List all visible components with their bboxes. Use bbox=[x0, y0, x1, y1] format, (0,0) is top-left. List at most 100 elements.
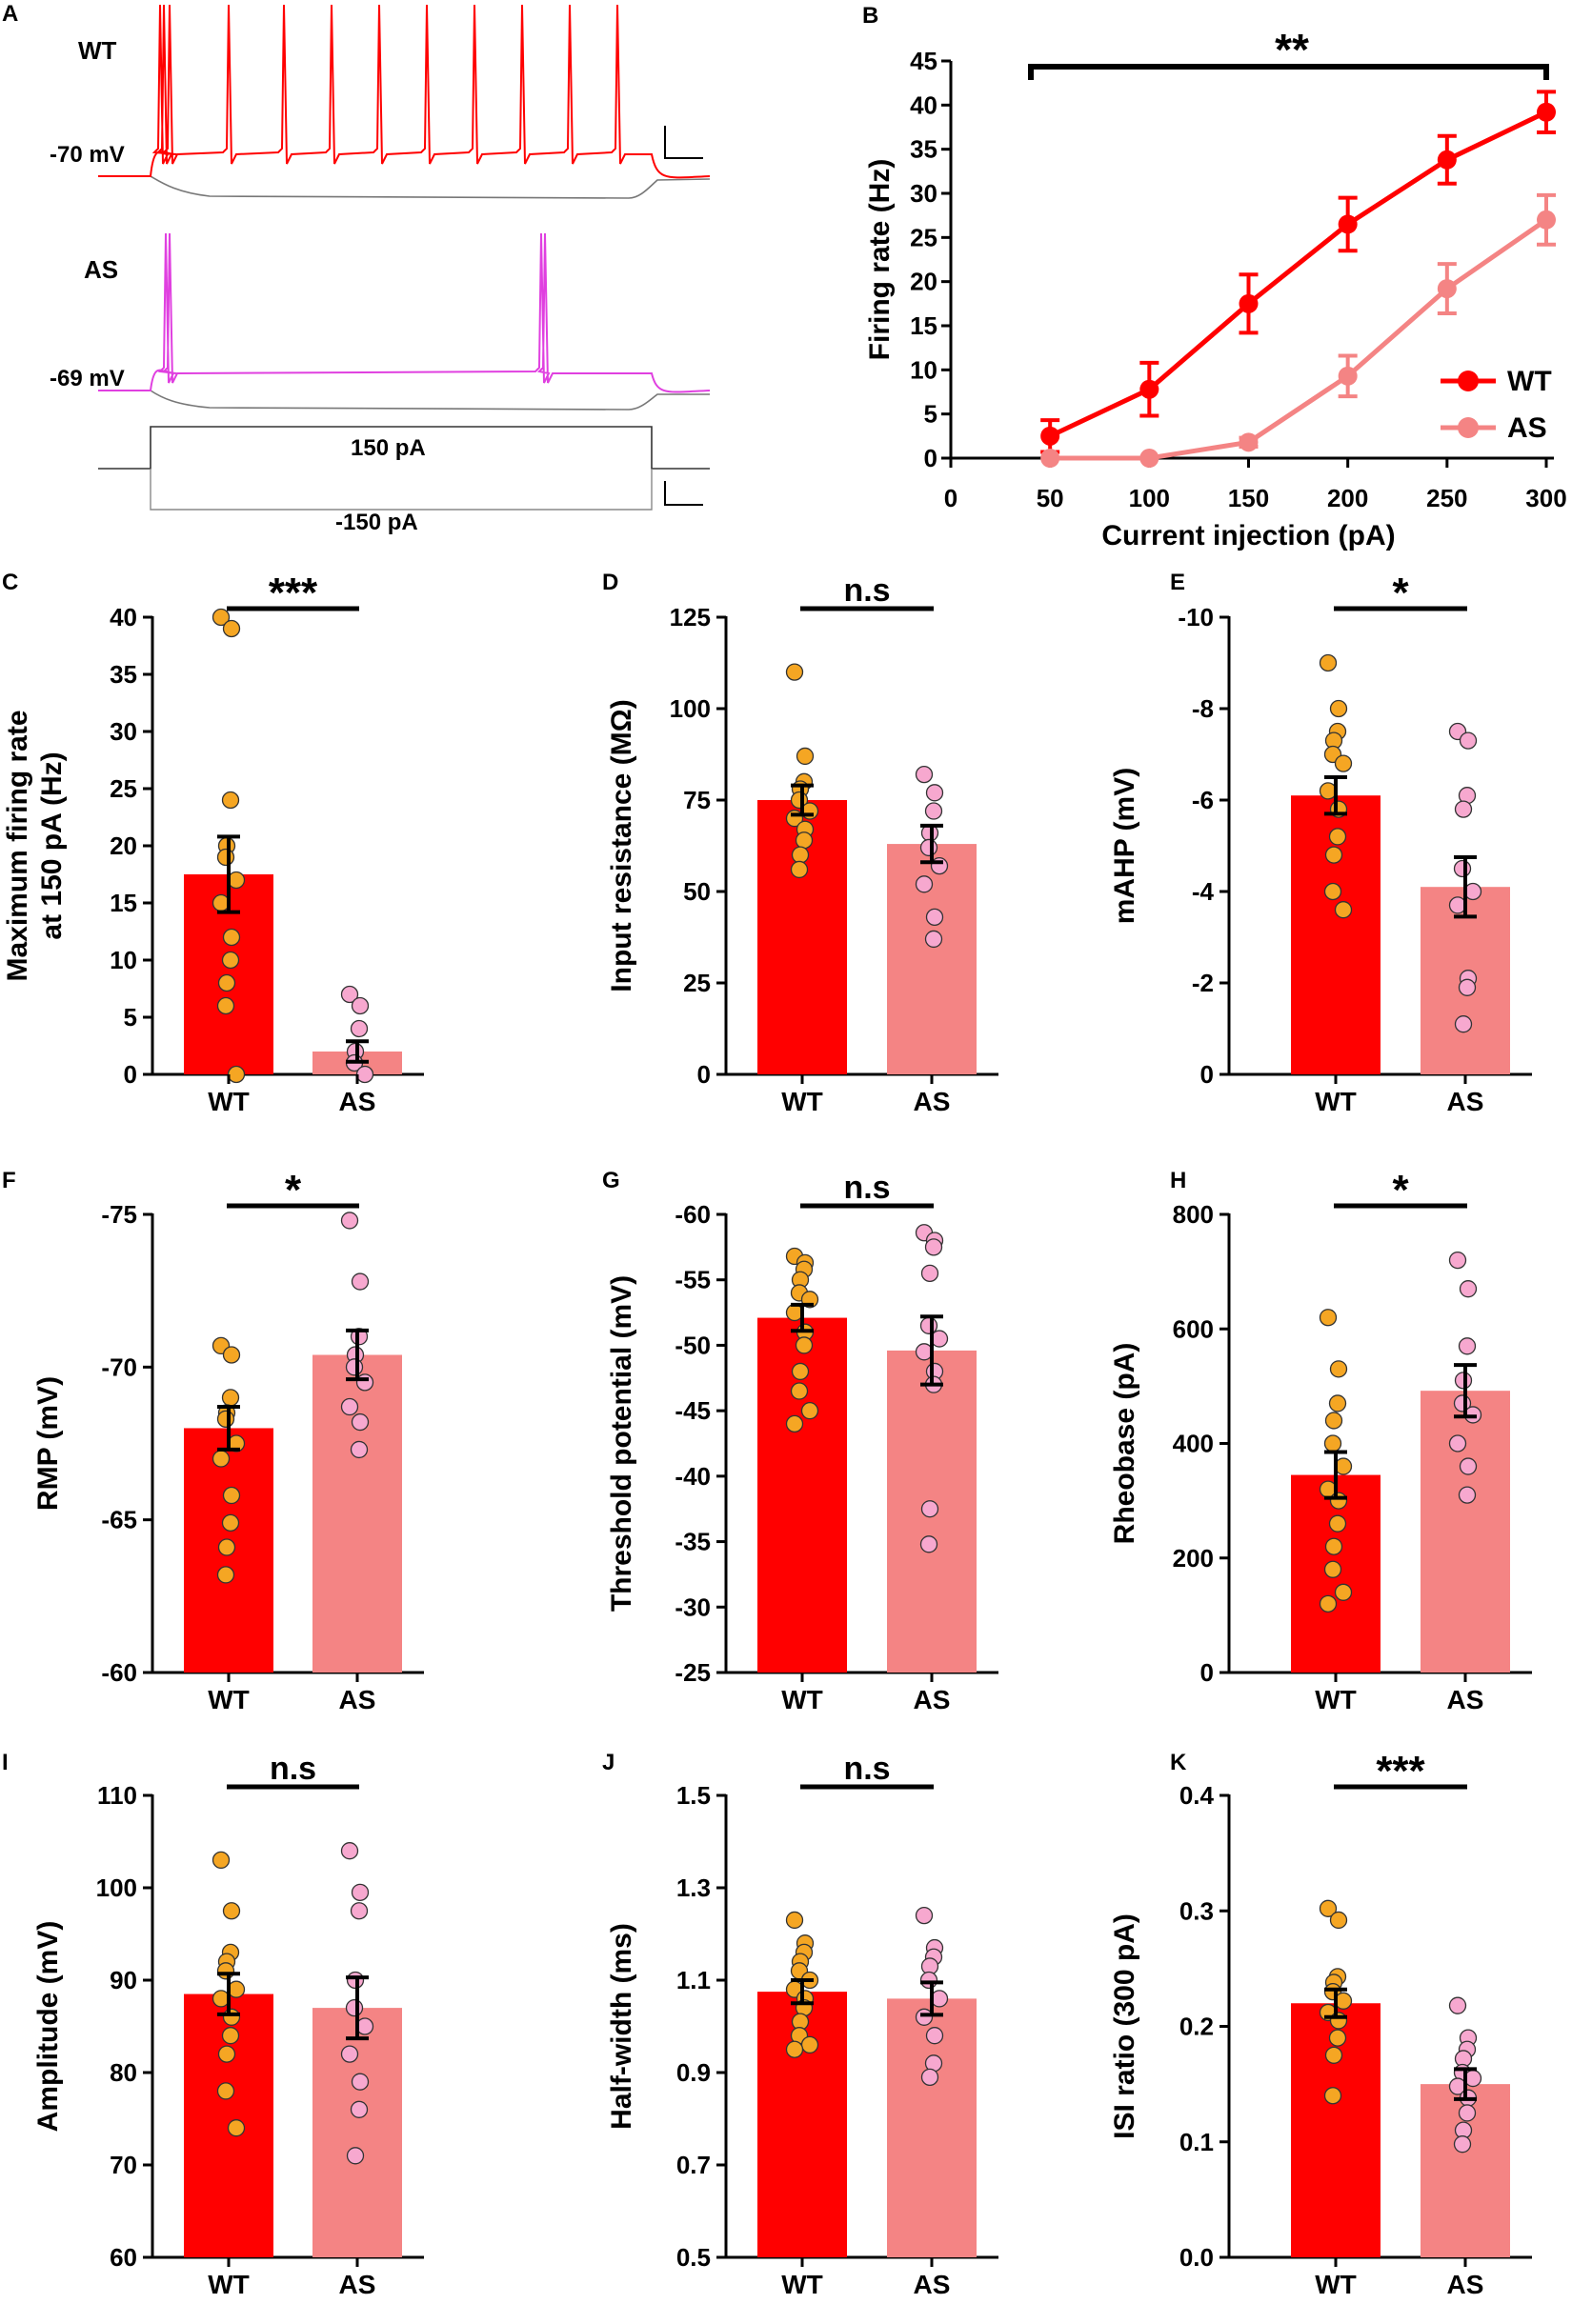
x-tick-label: AS bbox=[339, 1685, 376, 1714]
data-dot-wt bbox=[227, 2119, 246, 2137]
significance-label: n.s bbox=[270, 1751, 316, 1787]
series-line-as bbox=[1050, 217, 1548, 461]
data-dot-as bbox=[351, 1272, 370, 1291]
data-dot-as bbox=[915, 1343, 934, 1361]
x-tick-label: 0 bbox=[944, 484, 957, 512]
x-tick-label: WT bbox=[781, 1685, 823, 1714]
y-tick-label: 60 bbox=[110, 2243, 137, 2272]
stim-positive-label: 150 pA bbox=[351, 435, 426, 461]
x-tick-label: AS bbox=[1447, 2270, 1484, 2299]
y-tick-label: 15 bbox=[910, 311, 937, 340]
y-tick-label: 10 bbox=[910, 355, 937, 384]
y-tick-label: -40 bbox=[675, 1462, 711, 1491]
scale-bar-traces bbox=[664, 126, 703, 159]
y-tick-label: -45 bbox=[675, 1396, 711, 1425]
data-dot-as bbox=[350, 1019, 369, 1038]
as-voltage-trace bbox=[98, 232, 711, 393]
y-tick-label: 10 bbox=[110, 946, 137, 974]
data-dot-wt bbox=[222, 1902, 241, 1920]
y-axis-title: Amplitude (mV) bbox=[32, 1921, 64, 2133]
bar-as bbox=[887, 844, 977, 1074]
data-dot-as bbox=[1453, 2135, 1472, 2154]
y-tick-label: -2 bbox=[1192, 969, 1214, 997]
panel-letter: C bbox=[2, 570, 18, 595]
x-tick-label: AS bbox=[1447, 1685, 1484, 1714]
data-point-wt bbox=[1338, 214, 1358, 234]
data-dot-wt bbox=[1323, 882, 1342, 901]
y-tick-label: 5 bbox=[124, 1003, 137, 1032]
data-dot-as bbox=[1448, 896, 1467, 914]
panel-letter: F bbox=[2, 1168, 16, 1193]
y-tick-label: 110 bbox=[97, 1781, 137, 1810]
y-tick-label: 0 bbox=[1200, 1060, 1214, 1089]
data-dot-wt bbox=[217, 973, 236, 992]
y-tick-label: 0 bbox=[124, 1060, 137, 1089]
y-tick-label: -4 bbox=[1192, 877, 1215, 906]
y-tick-label: 200 bbox=[1173, 1544, 1214, 1573]
data-dot-as bbox=[351, 996, 370, 1015]
data-dot-as bbox=[1458, 1486, 1477, 1504]
significance-label: * bbox=[285, 1167, 302, 1213]
data-dot-as bbox=[919, 838, 938, 857]
x-tick-label: AS bbox=[339, 1087, 376, 1116]
data-dot-wt bbox=[221, 1513, 240, 1533]
data-dot-as bbox=[340, 1397, 359, 1416]
data-dot-as bbox=[915, 765, 934, 784]
data-dot-wt bbox=[221, 791, 240, 810]
data-point-wt bbox=[1437, 150, 1457, 170]
data-dot-as bbox=[915, 2008, 934, 2026]
y-tick-label: 0 bbox=[1200, 1658, 1214, 1687]
x-axis-title: Current injection (pA) bbox=[1101, 520, 1395, 551]
y-tick-label: 5 bbox=[924, 400, 937, 429]
data-dot-as bbox=[930, 1330, 949, 1348]
panel-b-line-chart: B 0 50 100 150 200 250 300 0 5 10 15 20 25 30 35 40 45 Cur… bbox=[862, 3, 1567, 551]
data-dot-wt bbox=[212, 1450, 231, 1468]
data-dot-wt bbox=[1323, 1434, 1342, 1452]
data-dot-as bbox=[346, 2147, 365, 2165]
data-dot-wt bbox=[1323, 2087, 1342, 2105]
y-axis-title: Half-width (ms) bbox=[606, 1923, 637, 2130]
data-dot-as bbox=[351, 1883, 370, 1901]
x-tick-label: AS bbox=[914, 1087, 951, 1116]
data-dot-wt bbox=[221, 2027, 240, 2045]
y-tick-label: 0.2 bbox=[1179, 2013, 1214, 2041]
panel-letter: E bbox=[1170, 570, 1185, 595]
y-tick-label: -60 bbox=[101, 1658, 137, 1687]
panel-g-bar-chart: G -25 -30 -35 -40 -45 -50 -55 -60 Threshold poten… bbox=[602, 1168, 998, 1714]
x-tick-label: AS bbox=[914, 2270, 951, 2299]
data-point-as bbox=[1239, 432, 1259, 452]
as-rmp-label: -69 mV bbox=[50, 366, 125, 391]
data-dot-wt bbox=[1328, 1394, 1347, 1412]
panel-b-letter: B bbox=[862, 3, 878, 29]
data-dot-wt bbox=[791, 846, 810, 864]
y-tick-label: -25 bbox=[675, 1658, 711, 1687]
legend-label: AS bbox=[1507, 412, 1547, 444]
y-tick-label: 25 bbox=[110, 774, 137, 803]
as-trace-label: AS bbox=[84, 255, 118, 284]
stimulus-protocol-trace bbox=[98, 426, 710, 470]
data-dot-wt bbox=[221, 951, 240, 970]
panel-c-bar-chart: C 0 5 10 15 20 25 30 35 40 Maximum firing rate at 1… bbox=[2, 570, 424, 1116]
panel-letter: D bbox=[602, 570, 618, 595]
x-tick-label: 200 bbox=[1327, 484, 1368, 512]
data-dot-as bbox=[355, 1065, 374, 1084]
y-tick-label: 100 bbox=[96, 1873, 137, 1902]
panel-letter: J bbox=[602, 1750, 615, 1775]
data-point-as bbox=[1537, 210, 1556, 230]
y-tick-label: 20 bbox=[110, 831, 137, 860]
y-tick-label: 90 bbox=[110, 1966, 137, 1994]
panel-f-bar-chart: F -60 -65 -70 -75 RMP (mV) WT AS * bbox=[2, 1167, 424, 1714]
panel-a-traces: A WT -70 mV AS -69 mV 150 pA -150 pA bbox=[2, 1, 711, 535]
legend-label: WT bbox=[1507, 366, 1552, 397]
data-dot-as bbox=[340, 1842, 359, 1860]
data-dot-wt bbox=[1329, 699, 1348, 718]
y-tick-label: 25 bbox=[683, 969, 711, 997]
data-dot-as bbox=[930, 1990, 949, 2008]
y-tick-label: -70 bbox=[101, 1352, 137, 1381]
data-dot-as bbox=[1453, 859, 1472, 878]
data-dot-wt bbox=[1324, 846, 1343, 864]
data-dot-wt bbox=[796, 747, 815, 766]
scale-bar-stimulus bbox=[664, 481, 703, 506]
data-dot-wt bbox=[227, 1980, 246, 1998]
y-tick-label: 800 bbox=[1173, 1200, 1214, 1229]
